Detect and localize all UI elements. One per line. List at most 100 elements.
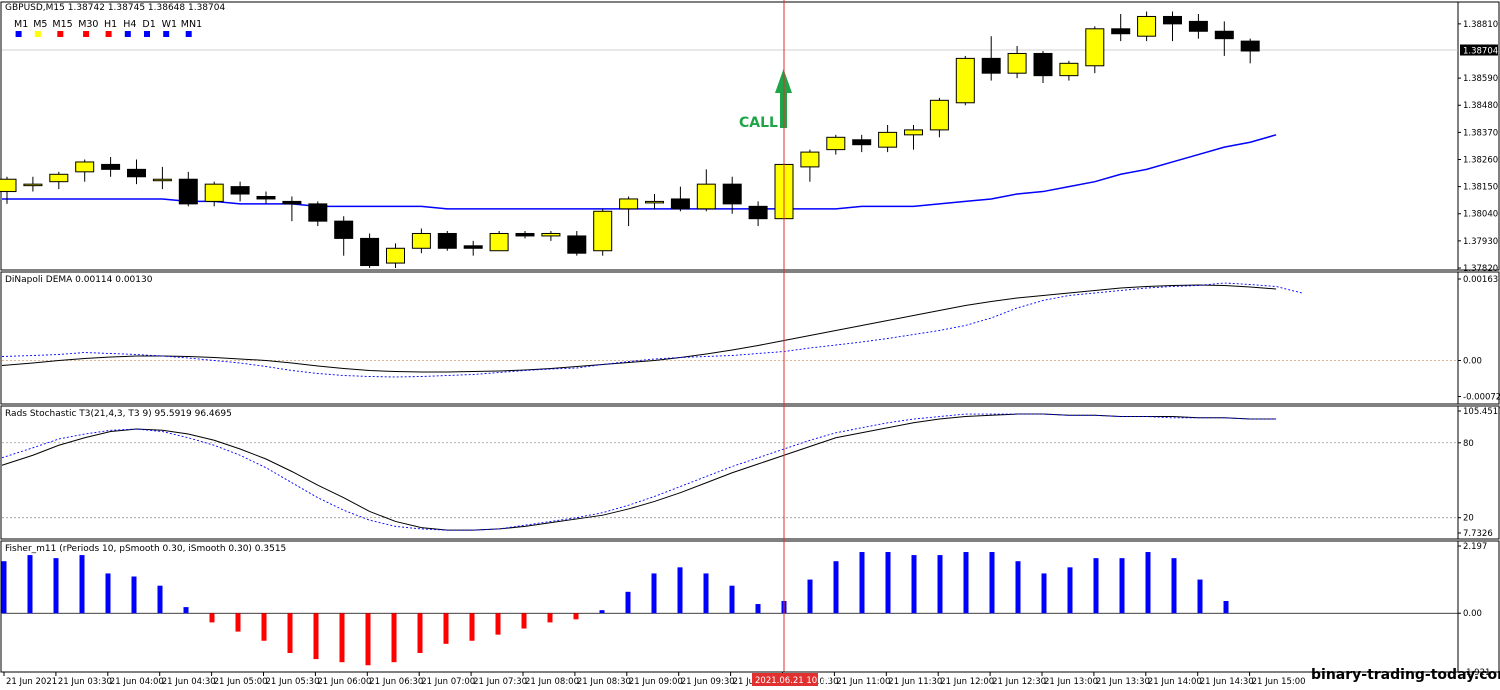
candle: [722, 176, 742, 214]
price-tick: 1.38040: [1463, 210, 1498, 220]
price-tick: 1.38150: [1463, 183, 1498, 193]
dema-pane[interactable]: DiNapoli DEMA 0.00114 0.00130: [1, 275, 1458, 378]
candle: [463, 240, 483, 256]
timeframe-buttons[interactable]: M1 M5 M15 M30 H1 H4 D1 W1 MN1: [14, 19, 202, 37]
candle: [515, 231, 535, 239]
stochastic-tick: 20: [1463, 514, 1474, 524]
fisher-bar: [703, 573, 709, 614]
time-tick: 21 Jun 13:30: [1096, 677, 1150, 687]
fisher-bar: [469, 613, 475, 641]
timeframe-m1[interactable]: M1: [14, 19, 28, 37]
fisher-bar: [1, 561, 7, 614]
timeframe-label: D1: [142, 19, 155, 30]
candle: [1085, 26, 1105, 74]
timeframe-indicator: [34, 31, 41, 37]
candle: [1137, 11, 1157, 42]
fisher-bar: [183, 607, 189, 614]
timeframe-indicator: [15, 31, 22, 37]
candle: [1188, 14, 1208, 39]
fisher-bar: [937, 555, 943, 614]
price-tick: 1.38590: [1463, 74, 1498, 84]
time-tick: 21 Jun 06:30: [369, 677, 423, 687]
timeframe-h1[interactable]: H1: [104, 19, 117, 37]
time-tick: 21 Jun 05:00: [214, 677, 268, 687]
timeframe-m30[interactable]: M30: [78, 19, 98, 37]
timeframe-h4[interactable]: H4: [123, 19, 136, 37]
timeframe-w1[interactable]: W1: [162, 19, 177, 37]
fisher-bar: [339, 613, 345, 663]
candle: [334, 216, 354, 256]
dema-series-solid: [1, 284, 1277, 373]
fisher-bar: [1197, 579, 1203, 614]
candle: [541, 231, 561, 241]
timeframe-indicator: [124, 31, 131, 37]
timeframe-m15[interactable]: M15: [52, 19, 73, 37]
candle: [878, 124, 898, 153]
candle: [826, 134, 846, 155]
timeframe-label: M15: [52, 19, 72, 30]
dema-tick: -0.00072: [1463, 393, 1500, 403]
fisher-bar: [859, 552, 865, 614]
time-tick: 21 Jun 07:00: [421, 677, 475, 687]
price-tick: 1.38370: [1463, 128, 1498, 138]
fisher-bar: [495, 613, 501, 635]
candle: [1163, 11, 1182, 42]
candle: [308, 201, 328, 227]
fisher-bar: [625, 591, 631, 614]
fisher-bar: [105, 573, 111, 614]
fisher-bar: [729, 585, 735, 614]
stochastic-pane[interactable]: Rads Stochastic T3(21,4,3, T3 9) 95.5919…: [1, 409, 1458, 531]
candle: [567, 231, 587, 256]
symbol-info: GBPUSD,M15 1.38742 1.38745 1.38648 1.387…: [5, 3, 225, 13]
fisher-title: Fisher_m11 (rPeriods 10, pSmooth 0.30, i…: [5, 544, 286, 554]
timeframe-mn1[interactable]: MN1: [181, 19, 202, 37]
price-axis: 1.38810 1.38590 1.38480 1.38370 1.38260 1.381…: [1458, 20, 1500, 678]
crosshair-time-tag: 2021.06.21 10:30: [752, 673, 831, 686]
pane-frame-1: [0, 271, 1500, 405]
candle: [929, 97, 949, 138]
price-pane[interactable]: GBPUSD,M15 1.38742 1.38745 1.38648 1.387…: [0, 3, 1458, 268]
fisher-bar: [53, 558, 59, 614]
fisher-tick: 2.197: [1463, 542, 1487, 552]
candle: [178, 171, 198, 207]
price-tick: 1.37820: [1463, 264, 1498, 274]
fisher-bar: [1015, 561, 1021, 614]
price-tick: 1.38810: [1463, 20, 1498, 30]
fisher-bar: [885, 552, 891, 614]
candle: [645, 194, 664, 209]
candle: [1007, 46, 1027, 79]
candle: [360, 233, 380, 268]
fisher-bar: [573, 613, 579, 620]
timeframe-label: M30: [78, 19, 98, 30]
fisher-bar: [547, 613, 553, 623]
timeframe-d1[interactable]: D1: [142, 19, 156, 37]
crosshair-time-label: 2021.06.21 10:30: [755, 676, 831, 686]
fisher-pane[interactable]: Fisher_m11 (rPeriods 10, pSmooth 0.30, i…: [1, 544, 1459, 666]
candle: [127, 159, 146, 185]
timeframe-indicator: [185, 31, 192, 37]
call-label: CALL: [739, 115, 778, 131]
current-price-label: 1.38704: [1463, 47, 1498, 57]
time-tick: 21 Jun 12:00: [940, 677, 994, 687]
fisher-bar: [599, 610, 605, 614]
candle: [1033, 50, 1053, 84]
candle: [204, 181, 224, 207]
fisher-bar: [443, 613, 449, 644]
timeframe-m5[interactable]: M5: [33, 19, 47, 37]
pane-frame-2: [0, 405, 1500, 540]
time-tick: 21 Jun 14:30: [1200, 677, 1254, 687]
candle: [955, 55, 975, 106]
time-tick: 21 Jun 08:00: [525, 677, 579, 687]
candle: [101, 157, 121, 177]
dema-series-dotted: [1, 282, 1303, 378]
candle: [230, 181, 250, 202]
fisher-bar: [833, 561, 839, 614]
candle: [1111, 14, 1131, 42]
fisher-bar: [365, 613, 371, 666]
timeframe-label: M5: [33, 19, 47, 30]
dema-tick: 0.00: [1463, 357, 1482, 367]
candle: [437, 231, 457, 251]
fisher-bar: [131, 576, 137, 614]
fisher-bar: [417, 613, 423, 653]
